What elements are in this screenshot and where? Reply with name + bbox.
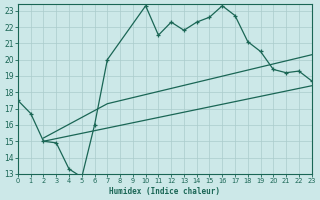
X-axis label: Humidex (Indice chaleur): Humidex (Indice chaleur) — [109, 187, 220, 196]
